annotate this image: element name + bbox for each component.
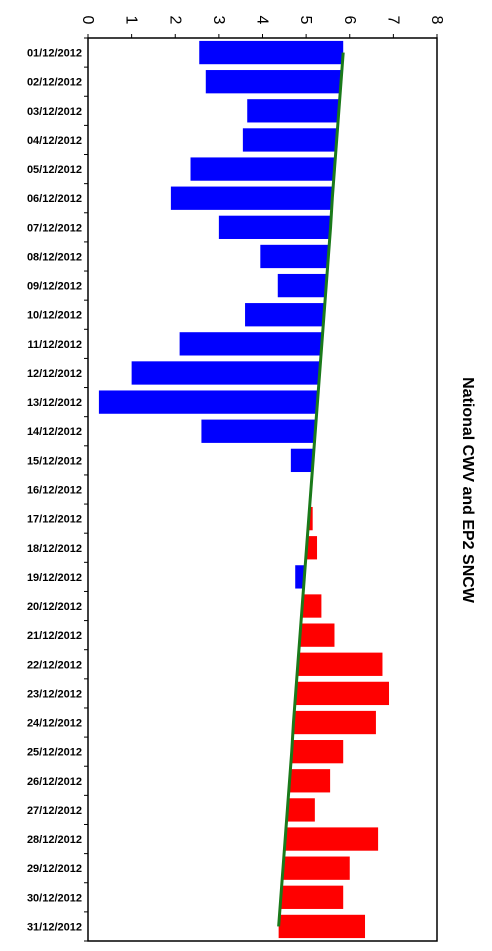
- category-label: 14/12/2012: [27, 426, 82, 438]
- category-label: 22/12/2012: [27, 659, 82, 671]
- category-label: 25/12/2012: [27, 747, 82, 759]
- bar-03-12-2012: [247, 99, 339, 123]
- bar-29-12-2012: [283, 856, 350, 880]
- category-label: 12/12/2012: [27, 368, 82, 380]
- category-label: 11/12/2012: [28, 339, 82, 351]
- value-label-group: 5: [297, 16, 314, 25]
- category-label: 27/12/2012: [27, 805, 82, 817]
- bar-20-12-2012: [302, 594, 322, 618]
- bar-05-12-2012: [190, 157, 335, 181]
- category-label: 05/12/2012: [27, 164, 82, 176]
- bar-13-12-2012: [98, 390, 318, 414]
- bar-02-12-2012: [205, 70, 342, 94]
- bar-12-12-2012: [131, 361, 320, 385]
- bar-14-12-2012: [201, 419, 316, 443]
- category-label: 13/12/2012: [27, 397, 82, 409]
- value-label-group: 3: [210, 16, 227, 25]
- value-label: 6: [341, 16, 358, 25]
- value-label-group: 7: [384, 16, 401, 25]
- bar-11-12-2012: [179, 332, 322, 356]
- value-label: 4: [254, 16, 271, 25]
- category-label: 24/12/2012: [27, 718, 82, 730]
- category-label: 10/12/2012: [27, 310, 82, 322]
- trend-group: [277, 52, 345, 927]
- bar-06-12-2012: [170, 186, 333, 210]
- value-label-group: 1: [123, 16, 140, 25]
- title-group: National CWV and EP2 SNCW: [459, 377, 476, 604]
- category-label: 09/12/2012: [27, 281, 82, 293]
- value-label-group: 2: [166, 16, 183, 25]
- bar-09-12-2012: [277, 273, 327, 298]
- bar-21-12-2012: [300, 623, 335, 647]
- category-label: 20/12/2012: [27, 601, 82, 613]
- category-label: 02/12/2012: [27, 77, 82, 89]
- bar-22-12-2012: [297, 652, 383, 676]
- bar-01-12-2012: [199, 40, 344, 65]
- bar-07-12-2012: [218, 215, 331, 239]
- category-label: 16/12/2012: [27, 485, 82, 497]
- bar-23-12-2012: [295, 681, 390, 706]
- category-label: 28/12/2012: [27, 834, 82, 846]
- bar-18-12-2012: [306, 536, 318, 560]
- category-label: 06/12/2012: [27, 193, 82, 205]
- bar-19-12-2012: [295, 565, 305, 589]
- bar-17-12-2012: [308, 506, 313, 531]
- value-label: 7: [384, 16, 401, 25]
- chart-title: National CWV and EP2 SNCW: [459, 377, 476, 604]
- category-label: 15/12/2012: [27, 455, 82, 467]
- category-label: 01/12/2012: [27, 48, 82, 60]
- bars-group: [98, 40, 390, 939]
- value-label: 2: [166, 16, 183, 25]
- value-label-group: 0: [79, 16, 96, 25]
- value-label: 3: [210, 16, 227, 25]
- bar-30-12-2012: [280, 885, 344, 909]
- category-label: 19/12/2012: [27, 572, 82, 584]
- ticks-group: 01/12/2012 02/12/2012 03/12/2012 04/12/2012…: [27, 16, 445, 942]
- bar-04-12-2012: [242, 128, 337, 152]
- bar-10-12-2012: [245, 303, 325, 327]
- value-label: 1: [123, 16, 140, 25]
- category-label: 26/12/2012: [27, 776, 82, 788]
- value-label-group: 8: [428, 16, 445, 25]
- category-label: 31/12/2012: [27, 921, 82, 933]
- category-label: 08/12/2012: [27, 251, 82, 263]
- value-label: 5: [297, 16, 314, 25]
- bar-15-12-2012: [290, 448, 314, 473]
- bar-27-12-2012: [287, 798, 315, 822]
- category-label: 17/12/2012: [27, 514, 82, 526]
- category-label: 03/12/2012: [27, 106, 82, 118]
- category-label: 18/12/2012: [27, 543, 82, 555]
- bar-24-12-2012: [293, 710, 376, 735]
- bar-26-12-2012: [289, 769, 331, 793]
- category-label: 04/12/2012: [27, 135, 82, 147]
- trend-line: [277, 52, 345, 927]
- bar-25-12-2012: [291, 740, 344, 764]
- category-label: 07/12/2012: [27, 222, 82, 234]
- value-label: 8: [428, 16, 445, 25]
- category-label: 21/12/2012: [27, 630, 82, 642]
- category-label: 23/12/2012: [27, 688, 82, 700]
- value-label: 0: [79, 16, 96, 25]
- bar-08-12-2012: [260, 244, 329, 269]
- bar-28-12-2012: [285, 827, 379, 851]
- bar-31-12-2012: [278, 914, 366, 939]
- category-label: 29/12/2012: [27, 863, 82, 875]
- value-label-group: 6: [341, 16, 358, 25]
- value-label-group: 4: [254, 16, 271, 25]
- category-label: 30/12/2012: [27, 892, 82, 904]
